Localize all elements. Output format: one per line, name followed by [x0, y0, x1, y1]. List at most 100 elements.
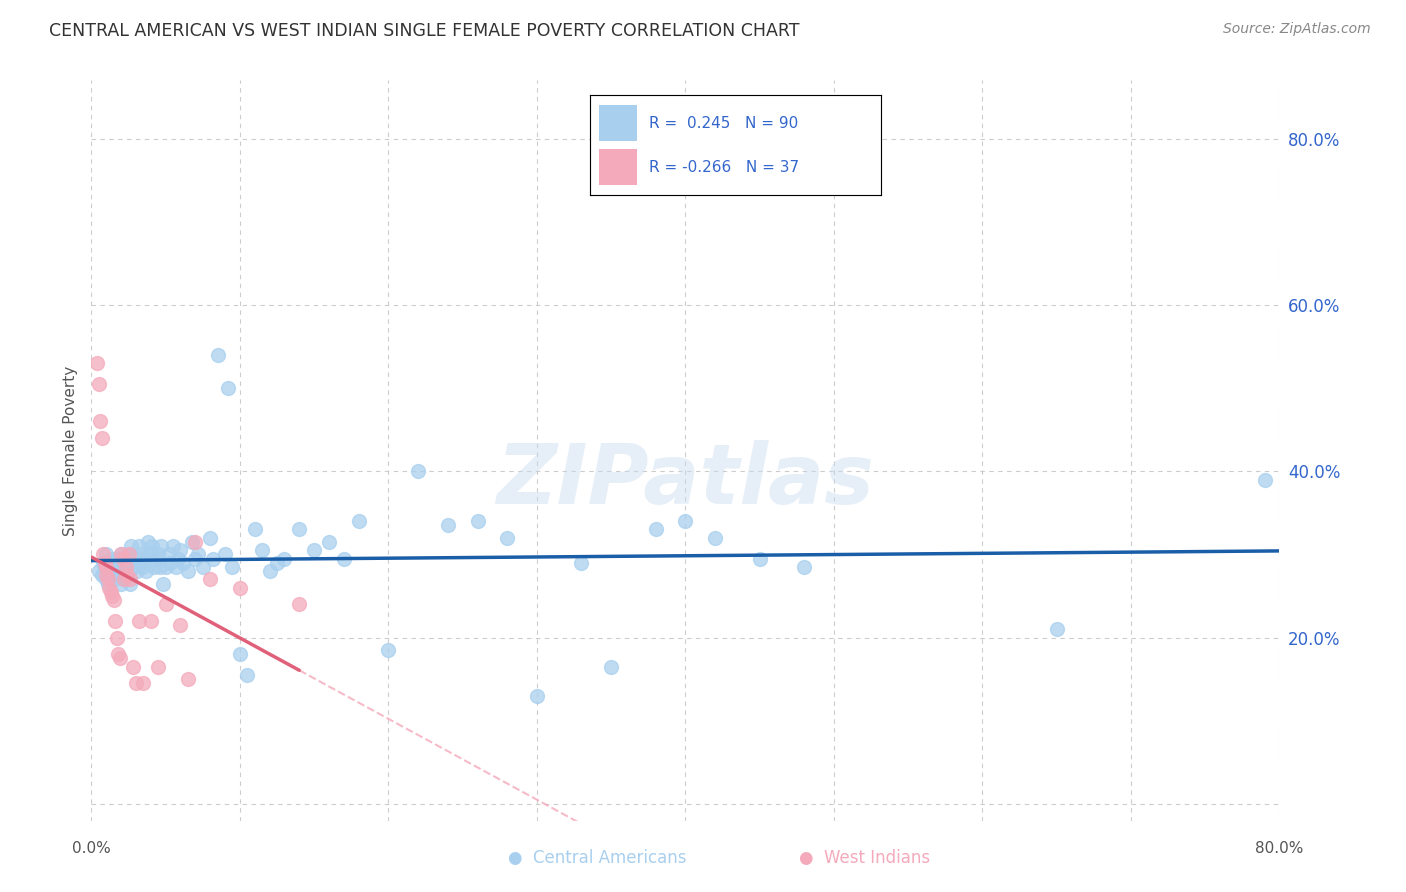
Point — [115, 568, 138, 582]
Point — [150, 539, 173, 553]
Point — [166, 551, 188, 566]
Point — [105, 631, 128, 645]
Point — [132, 676, 155, 690]
Point — [467, 514, 489, 528]
Point — [229, 647, 252, 661]
Point — [200, 531, 222, 545]
Point — [139, 614, 162, 628]
Point — [96, 548, 118, 562]
Point — [571, 556, 593, 570]
Point — [97, 576, 120, 591]
Point — [103, 593, 125, 607]
Point — [148, 548, 170, 562]
Point — [155, 598, 177, 612]
Point — [117, 568, 139, 582]
Text: ZIPatlas: ZIPatlas — [496, 440, 875, 521]
Point — [96, 568, 118, 582]
Point — [217, 381, 239, 395]
Point — [288, 523, 311, 537]
Point — [111, 551, 134, 566]
Point — [148, 659, 170, 673]
Point — [135, 564, 157, 578]
Text: ●  West Indians: ● West Indians — [799, 849, 931, 867]
Point — [87, 376, 110, 391]
Text: 80.0%: 80.0% — [1256, 841, 1303, 856]
Point — [347, 514, 370, 528]
Point — [112, 573, 135, 587]
Point — [121, 539, 143, 553]
Y-axis label: Single Female Poverty: Single Female Poverty — [63, 366, 79, 535]
Point — [169, 618, 191, 632]
Point — [333, 551, 356, 566]
Point — [91, 548, 114, 562]
Point — [288, 598, 311, 612]
Point — [136, 535, 159, 549]
Point — [125, 676, 148, 690]
Point — [103, 568, 125, 582]
Point — [131, 560, 153, 574]
Point — [165, 560, 187, 574]
Point — [87, 564, 110, 578]
Point — [181, 535, 204, 549]
Point — [236, 668, 259, 682]
Point — [118, 573, 141, 587]
Point — [377, 643, 399, 657]
Point — [526, 689, 548, 703]
Text: ●  Central Americans: ● Central Americans — [509, 849, 686, 867]
Point — [107, 560, 129, 574]
Point — [100, 551, 122, 566]
Point — [406, 464, 429, 478]
Point — [266, 556, 288, 570]
Point — [134, 551, 156, 566]
Point — [112, 573, 135, 587]
Point — [139, 548, 162, 562]
Point — [159, 556, 181, 570]
Point — [100, 585, 122, 599]
Point — [748, 551, 770, 566]
Point — [107, 647, 129, 661]
Point — [1046, 623, 1069, 637]
Point — [101, 589, 124, 603]
Point — [128, 539, 150, 553]
Point — [149, 560, 172, 574]
Point — [141, 539, 163, 553]
Point — [89, 414, 111, 428]
Point — [704, 531, 727, 545]
Point — [229, 581, 252, 595]
Point — [96, 560, 118, 574]
Point — [127, 564, 149, 578]
Text: 0.0%: 0.0% — [72, 841, 111, 856]
Point — [110, 548, 132, 562]
Point — [200, 573, 222, 587]
Point — [172, 556, 194, 570]
Point — [318, 535, 340, 549]
Point — [259, 564, 281, 578]
Point — [143, 551, 166, 566]
Point — [94, 560, 117, 574]
Point — [122, 659, 145, 673]
Text: Source: ZipAtlas.com: Source: ZipAtlas.com — [1223, 22, 1371, 37]
Point — [115, 556, 138, 570]
Point — [128, 614, 150, 628]
Point — [142, 560, 165, 574]
Point — [91, 556, 114, 570]
Point — [250, 543, 273, 558]
Point — [86, 356, 108, 370]
Point — [104, 614, 127, 628]
Point — [132, 556, 155, 570]
Point — [177, 564, 200, 578]
Point — [207, 348, 229, 362]
Point — [90, 568, 112, 582]
Point — [104, 573, 127, 587]
Point — [98, 560, 121, 574]
Point — [600, 659, 623, 673]
Point — [169, 543, 191, 558]
Point — [436, 518, 458, 533]
Point — [108, 568, 131, 582]
Point — [112, 551, 135, 566]
Point — [117, 548, 139, 562]
Point — [187, 548, 209, 562]
Point — [673, 514, 696, 528]
Point — [184, 535, 207, 549]
Point — [114, 560, 136, 574]
